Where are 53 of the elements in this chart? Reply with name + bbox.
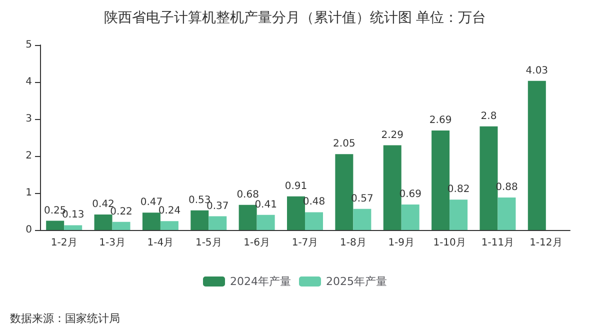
y-tick-label: 2	[26, 150, 32, 162]
x-tick-label: 1-9月	[388, 238, 415, 248]
data-label: 0.37	[206, 200, 229, 212]
bar	[353, 208, 372, 230]
bar	[112, 222, 130, 230]
bar	[94, 214, 112, 230]
x-tick-label: 1-2月	[50, 238, 78, 248]
bar	[256, 214, 275, 230]
legend-label: 2024年产量	[230, 275, 292, 288]
bar	[160, 221, 178, 230]
bar	[401, 204, 420, 230]
x-tick-label: 1-11月	[481, 238, 514, 248]
bar	[528, 80, 546, 230]
bar	[142, 212, 160, 230]
bar	[238, 204, 257, 230]
x-tick-label: 1-3月	[99, 238, 126, 248]
x-tick-label: 1-4月	[147, 238, 174, 248]
data-label: 0.22	[110, 206, 132, 218]
x-tick-label: 1-12月	[530, 238, 562, 248]
bar	[190, 210, 209, 230]
source-note: 数据来源：国家统计局	[10, 312, 120, 325]
bar	[287, 196, 305, 230]
data-label: 2.69	[429, 114, 452, 126]
data-label: 0.24	[158, 206, 181, 217]
bar	[450, 200, 468, 230]
x-tick-label: 1-8月	[340, 238, 366, 248]
y-tick-label: 0	[26, 224, 32, 236]
data-label: 2.05	[333, 138, 356, 150]
bar	[498, 197, 516, 230]
y-tick-label: 4	[26, 76, 32, 88]
data-label: 0.41	[254, 199, 277, 210]
bar	[305, 212, 323, 230]
x-tick-label: 1-7月	[292, 238, 318, 248]
x-tick-label: 1-10月	[433, 238, 466, 248]
data-label: 2.29	[381, 130, 404, 141]
data-label: 2.8	[480, 110, 497, 122]
bar	[64, 225, 82, 230]
y-tick-label: 3	[26, 114, 32, 124]
chart-title: 陕西省电子计算机整机产量分月（累计值）统计图 单位：万台	[104, 10, 486, 26]
bar	[383, 145, 402, 230]
x-tick-label: 1-5月	[195, 238, 222, 248]
bar	[432, 130, 450, 230]
data-label: 0.91	[284, 180, 308, 192]
data-label: 4.03	[526, 65, 548, 76]
x-tick-label: 1-6月	[244, 238, 270, 248]
bar	[335, 154, 354, 230]
data-label: 0.68	[236, 189, 259, 200]
y-tick-label: 5	[26, 40, 32, 50]
legend-label: 2025年产量	[326, 275, 387, 288]
y-tick-label: 1	[26, 188, 32, 198]
bar	[46, 220, 64, 230]
bar	[208, 216, 227, 230]
bar	[480, 126, 498, 230]
